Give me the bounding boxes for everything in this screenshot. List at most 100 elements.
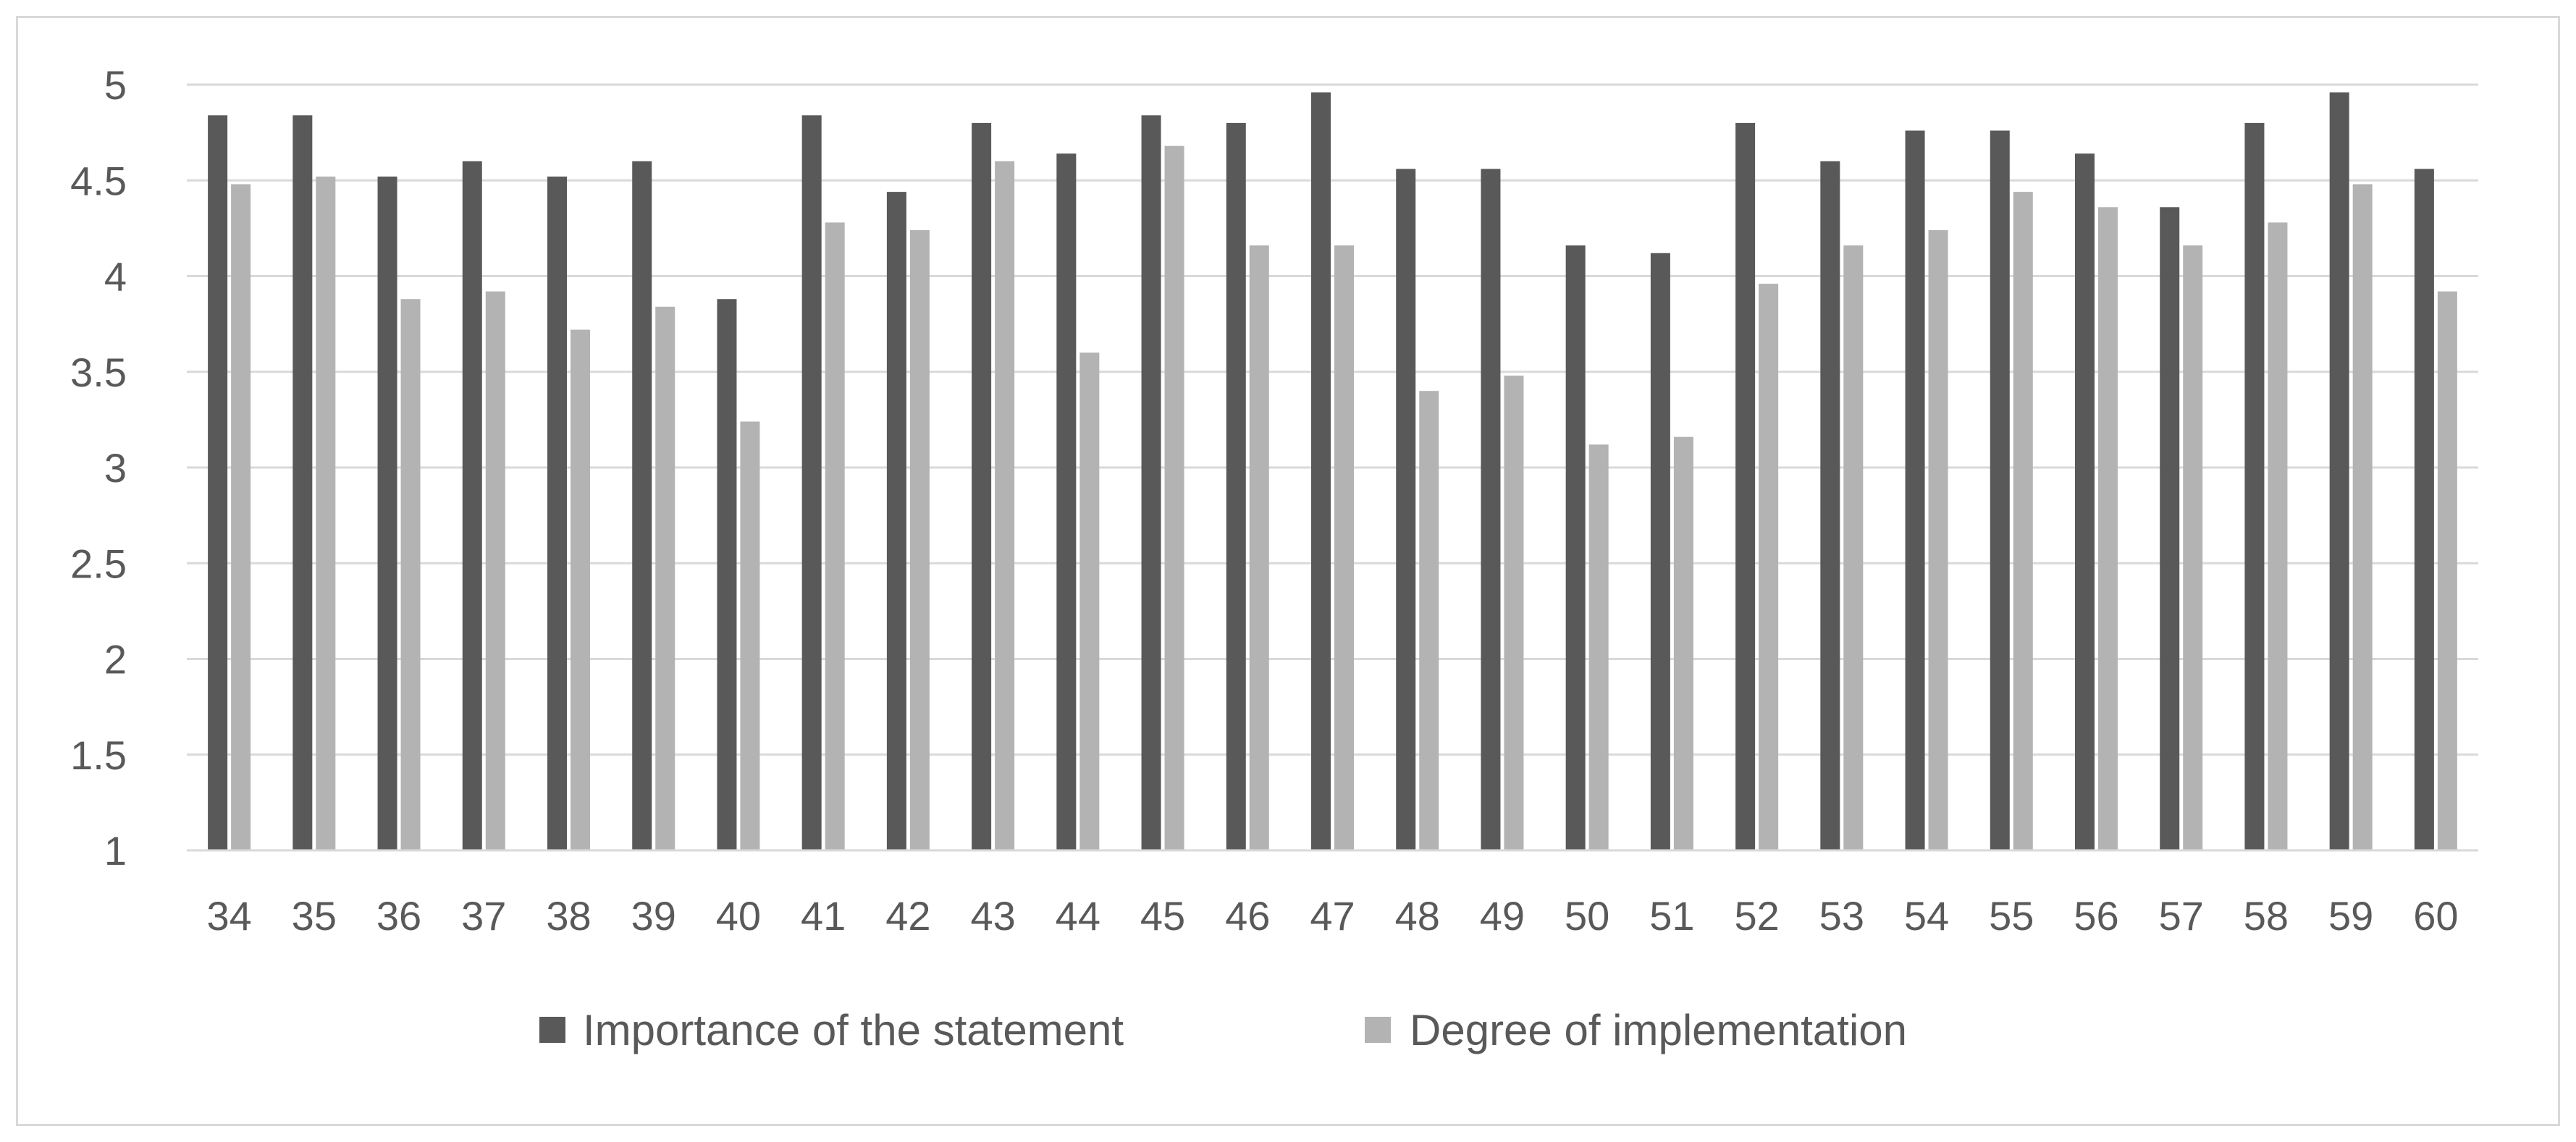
x-tick-label: 58 (2244, 893, 2289, 939)
importance-bar (292, 115, 313, 850)
importance-bar (1650, 253, 1670, 850)
implementation-bar (1843, 245, 1864, 850)
importance-bar (1565, 245, 1586, 850)
implementation-bar (231, 184, 251, 851)
importance-bar (1141, 115, 1161, 850)
implementation-bar (909, 230, 930, 850)
x-tick-label: 39 (631, 893, 676, 939)
y-tick-label: 1 (104, 828, 127, 874)
y-tick-label: 4 (104, 254, 127, 300)
x-tick-label: 52 (1734, 893, 1779, 939)
implementation-bar (1419, 391, 1439, 850)
importance-bar (1990, 130, 2010, 851)
legend-label-implementation: Degree of implementation (1410, 1006, 1907, 1054)
x-tick-label: 48 (1395, 893, 1440, 939)
implementation-bar (1928, 230, 1948, 850)
implementation-bar (1079, 352, 1100, 850)
legend-label-importance: Importance of the statement (583, 1006, 1124, 1054)
implementation-bar (1334, 245, 1354, 850)
implementation-bar (571, 329, 590, 850)
x-tick-label: 49 (1480, 893, 1525, 939)
implementation-bar (740, 421, 760, 850)
implementation-bar (1164, 145, 1184, 850)
importance-bar (2329, 92, 2349, 851)
legend-swatch-importance (539, 1017, 565, 1043)
bars (208, 92, 2457, 851)
importance-bar (208, 115, 228, 850)
importance-bar (1905, 130, 1925, 851)
implementation-bar (2437, 291, 2457, 850)
legend: Importance of the statement Degree of imp… (539, 1006, 1907, 1054)
x-tick-label: 53 (1819, 893, 1864, 939)
importance-bar (1396, 169, 1416, 850)
x-tick-label: 57 (2159, 893, 2204, 939)
importance-bar (717, 299, 737, 850)
implementation-bar (400, 299, 421, 850)
bar-chart: 1 1.5 2 2.5 3 3.5 4 4.5 5 34 35 36 37 38 39 40 41 42 43 44… (70, 62, 2478, 1054)
importance-bar (632, 161, 652, 851)
x-tick-label: 50 (1565, 893, 1609, 939)
x-tick-label: 51 (1649, 893, 1694, 939)
x-tick-label: 38 (546, 893, 591, 939)
x-tick-label: 43 (970, 893, 1015, 939)
importance-bar (1481, 169, 1501, 850)
x-tick-label: 54 (1904, 893, 1949, 939)
x-tick-label: 41 (801, 893, 846, 939)
implementation-bar (2013, 192, 2033, 850)
implementation-bar (995, 161, 1015, 851)
x-tick-label: 46 (1225, 893, 1270, 939)
implementation-bar (1759, 284, 1779, 851)
importance-bar (2414, 169, 2434, 850)
importance-bar (547, 176, 567, 850)
y-axis-tick-labels: 1 1.5 2 2.5 3 3.5 4 4.5 5 (70, 62, 127, 874)
x-tick-label: 47 (1310, 893, 1355, 939)
x-tick-label: 60 (2413, 893, 2458, 939)
implementation-bar (1249, 245, 1269, 850)
implementation-bar (1673, 436, 1693, 850)
implementation-bar (2268, 222, 2288, 850)
legend-swatch-implementation (1365, 1017, 1391, 1043)
implementation-bar (2098, 207, 2118, 850)
importance-bar (1311, 92, 1331, 851)
y-tick-label: 3.5 (70, 350, 127, 395)
importance-bar (1226, 122, 1246, 850)
implementation-bar (655, 306, 675, 850)
x-tick-label: 37 (461, 893, 506, 939)
x-tick-label: 55 (1989, 893, 2034, 939)
importance-bar (972, 122, 992, 850)
x-tick-label: 36 (376, 893, 421, 939)
x-tick-label: 34 (206, 893, 251, 939)
x-tick-label: 45 (1140, 893, 1185, 939)
y-tick-label: 2 (104, 637, 127, 682)
y-tick-label: 2.5 (70, 541, 127, 586)
importance-bar (886, 192, 906, 850)
importance-bar (2160, 207, 2180, 850)
importance-bar (1056, 153, 1077, 851)
implementation-bar (485, 291, 505, 850)
y-tick-label: 5 (104, 62, 127, 108)
importance-bar (2244, 122, 2265, 850)
gridlines (187, 83, 2478, 756)
importance-bar (462, 161, 482, 851)
x-tick-label: 59 (2328, 893, 2373, 939)
importance-bar (1820, 161, 1840, 851)
implementation-bar (2183, 245, 2203, 850)
importance-bar (1735, 122, 1756, 850)
y-tick-label: 3 (104, 445, 127, 491)
y-tick-label: 1.5 (70, 732, 127, 778)
x-tick-label: 35 (292, 893, 337, 939)
importance-bar (377, 176, 397, 850)
x-tick-label: 42 (885, 893, 930, 939)
x-tick-label: 56 (2074, 893, 2118, 939)
y-tick-label: 4.5 (70, 158, 127, 203)
x-tick-label: 40 (716, 893, 761, 939)
implementation-bar (316, 176, 336, 850)
x-tick-label: 44 (1056, 893, 1100, 939)
importance-bar (2075, 153, 2095, 851)
implementation-bar (825, 222, 845, 850)
implementation-bar (1588, 444, 1609, 850)
importance-bar (801, 115, 822, 850)
chart-frame: 1 1.5 2 2.5 3 3.5 4 4.5 5 34 35 36 37 38 39 40 41 42 43 44… (16, 16, 2560, 1126)
implementation-bar (1504, 376, 1524, 850)
x-axis-tick-labels: 34 35 36 37 38 39 40 41 42 43 44 45 46 47 48 49 50 51 52 53… (206, 893, 2458, 939)
